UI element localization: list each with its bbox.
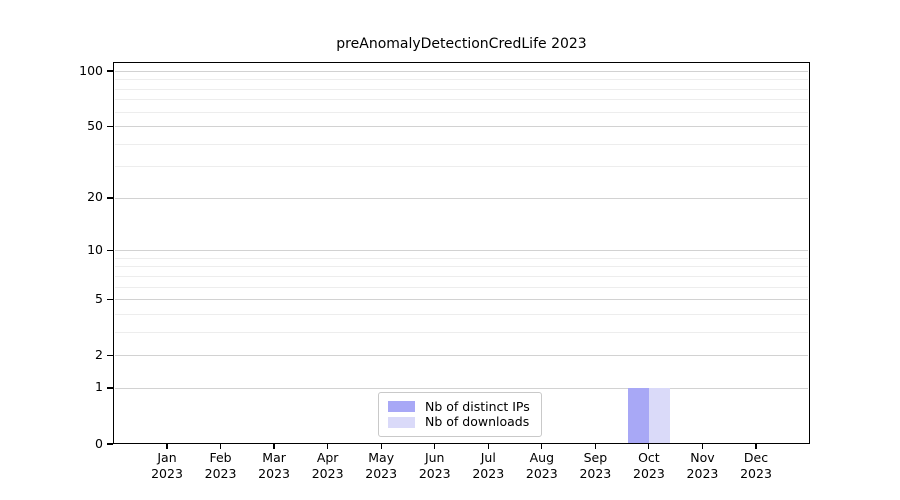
x-tick-year: 2023 — [686, 466, 719, 482]
x-tick-mark — [755, 444, 757, 449]
gridline-major — [115, 299, 808, 301]
x-tick-label: Feb 2023 — [189, 450, 253, 483]
x-tick-label: Nov 2023 — [670, 450, 734, 483]
gridline-minor — [115, 143, 808, 145]
x-tick-mark — [273, 444, 275, 449]
x-tick-month: Dec — [743, 450, 769, 465]
x-tick-label: Jun 2023 — [403, 450, 467, 483]
x-tick-label: May 2023 — [349, 450, 413, 483]
x-tick-year: 2023 — [365, 466, 398, 482]
gridline-major — [115, 387, 808, 389]
gridline-minor — [115, 166, 808, 168]
gridline-minor — [115, 331, 808, 333]
y-tick-label: 0 — [95, 435, 103, 451]
y-tick-mark — [107, 249, 113, 251]
x-tick-label: Jul 2023 — [456, 450, 520, 483]
x-tick-month: Oct — [638, 450, 660, 465]
x-tick-mark — [701, 444, 704, 449]
x-tick-year: 2023 — [579, 466, 612, 482]
x-tick-month: Aug — [529, 450, 555, 465]
legend-swatch-downloads — [388, 416, 415, 428]
gridline-minor — [115, 286, 808, 288]
y-tick-mark — [107, 197, 113, 199]
x-tick-mark — [541, 444, 543, 449]
gridline-major — [115, 197, 808, 199]
y-tick-label: 20 — [87, 189, 103, 205]
y-tick-label: 10 — [87, 241, 103, 257]
y-tick-mark — [107, 70, 113, 72]
gridline-minor — [115, 99, 808, 101]
x-tick-label: Apr 2023 — [296, 450, 360, 483]
x-tick-mark — [487, 444, 489, 449]
x-tick-month: Apr — [316, 450, 339, 465]
x-tick-mark — [434, 444, 436, 449]
bar-distinct-ips — [627, 387, 649, 443]
gridline-minor — [115, 313, 808, 315]
gridline-minor — [115, 79, 808, 81]
gridline-major — [115, 126, 808, 128]
x-tick-label: Dec 2023 — [724, 450, 788, 483]
legend: Nb of distinct IPs Nb of downloads — [378, 392, 542, 437]
bar-downloads — [648, 387, 670, 443]
x-tick-month: Jul — [480, 450, 496, 465]
y-tick-mark — [107, 387, 113, 389]
x-tick-year: 2023 — [525, 466, 558, 482]
y-tick-mark — [107, 125, 113, 127]
x-tick-mark — [327, 444, 329, 449]
y-tick-label: 5 — [95, 290, 103, 306]
x-tick-mark — [380, 444, 382, 449]
gridline-minor — [115, 111, 808, 113]
x-tick-label: Sep 2023 — [563, 450, 627, 483]
legend-swatch-distinct-ips — [388, 401, 415, 413]
x-tick-month: May — [368, 450, 395, 465]
y-tick-label: 100 — [79, 62, 103, 78]
y-tick-mark — [107, 354, 113, 356]
chart-title: preAnomalyDetectionCredLife 2023 — [336, 36, 587, 52]
x-tick-label: Aug 2023 — [510, 450, 574, 483]
y-tick-mark — [107, 443, 113, 445]
plot-area-border — [113, 62, 810, 444]
x-tick-label: Oct 2023 — [617, 450, 681, 483]
gridline-major — [115, 355, 808, 357]
x-tick-year: 2023 — [418, 466, 451, 482]
y-tick-label: 2 — [95, 346, 103, 362]
legend-label-distinct-ips: Nb of distinct IPs — [425, 398, 530, 414]
gridline-major — [115, 250, 808, 252]
x-tick-year: 2023 — [740, 466, 772, 482]
x-tick-mark — [648, 444, 650, 449]
x-tick-label: Mar 2023 — [242, 450, 306, 483]
x-tick-mark — [166, 444, 168, 449]
gridline-minor — [115, 257, 808, 259]
x-tick-month: Mar — [262, 450, 286, 465]
x-tick-month: Nov — [690, 450, 715, 465]
x-tick-month: Jun — [424, 450, 445, 465]
x-tick-month: Feb — [209, 450, 232, 465]
x-tick-year: 2023 — [311, 466, 344, 482]
legend-row-distinct-ips: Nb of distinct IPs — [388, 398, 541, 414]
y-tick-label: 50 — [87, 117, 103, 133]
gridline-minor — [115, 275, 808, 277]
x-tick-year: 2023 — [151, 466, 183, 482]
legend-label-downloads: Nb of downloads — [425, 414, 530, 429]
x-tick-mark — [219, 444, 222, 449]
legend-row-downloads: Nb of downloads — [388, 414, 541, 429]
x-tick-month: Jan — [157, 450, 177, 465]
x-tick-month: Sep — [583, 450, 608, 465]
x-tick-label: Jan 2023 — [135, 450, 199, 483]
x-tick-year: 2023 — [472, 466, 505, 482]
x-tick-year: 2023 — [204, 466, 237, 482]
gridline-major — [115, 71, 808, 72]
y-tick-mark — [107, 298, 113, 300]
y-tick-label: 1 — [95, 379, 103, 395]
gridline-minor — [115, 88, 808, 90]
x-tick-year: 2023 — [258, 466, 290, 482]
x-tick-mark — [594, 444, 596, 449]
x-tick-year: 2023 — [633, 466, 665, 482]
gridline-minor — [115, 266, 808, 268]
